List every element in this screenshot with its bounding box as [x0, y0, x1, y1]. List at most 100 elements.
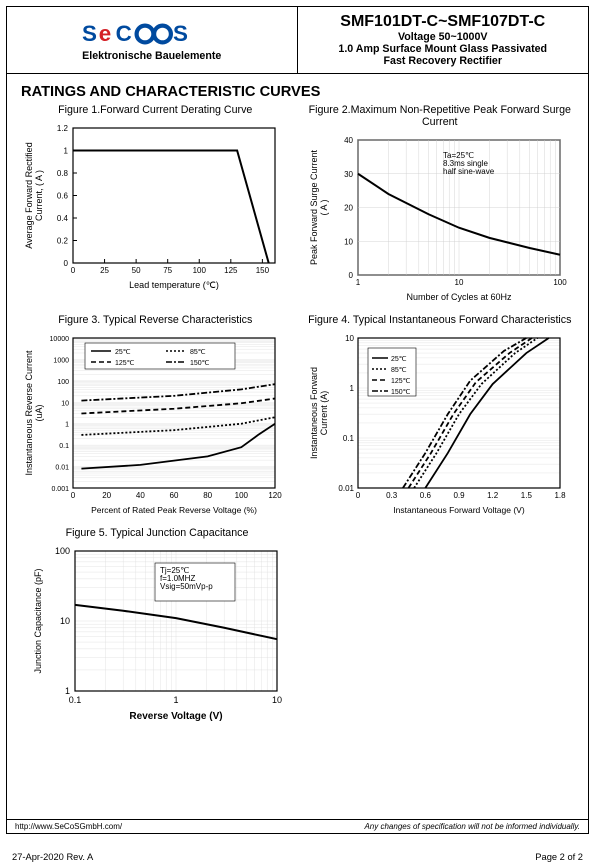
- svg-text:Ta=25℃8.3ms singlehalf sine-wa: Ta=25℃8.3ms singlehalf sine-wave: [443, 151, 495, 176]
- svg-text:1.5: 1.5: [521, 491, 533, 500]
- svg-text:0: 0: [64, 259, 69, 268]
- svg-text:Number of Cycles at 60Hz: Number of Cycles at 60Hz: [406, 292, 512, 302]
- figure-5: Figure 5. Typical Junction Capacitance 0…: [17, 527, 297, 726]
- subtitle-3: Fast Recovery Rectifier: [304, 55, 583, 67]
- svg-text:120: 120: [269, 491, 283, 500]
- fig3-chart: 0 20 40 60 80 100 120 0.001 0.01 0.1 1 10 100 1000 100…: [25, 328, 285, 523]
- svg-text:0.001: 0.001: [52, 486, 70, 493]
- svg-text:0.8: 0.8: [57, 169, 69, 178]
- svg-text:100: 100: [235, 491, 249, 500]
- svg-text:0: 0: [348, 271, 353, 280]
- svg-text:25: 25: [100, 266, 109, 275]
- svg-text:C: C: [115, 21, 131, 46]
- svg-text:125℃: 125℃: [115, 360, 135, 367]
- fig1-title: Figure 1.Forward Current Derating Curve: [17, 104, 294, 116]
- svg-text:30: 30: [344, 170, 353, 179]
- svg-text:40: 40: [344, 136, 353, 145]
- logo-cell: S e C S Elektronische Bauelemente: [7, 7, 298, 73]
- svg-text:150: 150: [256, 266, 270, 275]
- fig5-chart: 0.1110110100Tj=25℃f=1.0MHZVsig=50mVp-pRe…: [27, 541, 287, 726]
- subtitle-2: 1.0 Amp Surface Mount Glass Passivated: [304, 43, 583, 55]
- svg-text:125℃: 125℃: [391, 378, 411, 385]
- footer: http://www.SeCoSGmbH.com/ Any changes of…: [7, 819, 588, 833]
- svg-text:0.01: 0.01: [338, 484, 354, 493]
- svg-text:Peak Forward Surge Current( A: Peak Forward Surge Current( A ): [310, 149, 329, 265]
- svg-text:S: S: [173, 21, 188, 46]
- svg-text:60: 60: [170, 491, 179, 500]
- footer-note: Any changes of specification will not be…: [364, 822, 580, 831]
- svg-text:80: 80: [203, 491, 212, 500]
- svg-text:Lead temperature (℃): Lead temperature (℃): [129, 280, 219, 290]
- fig1-chart: 025507510012515000.20.40.60.811.2Lead te…: [25, 118, 285, 298]
- svg-text:1.2: 1.2: [487, 491, 499, 500]
- header: S e C S Elektronische Bauelemente SMF101…: [7, 7, 588, 74]
- svg-text:20: 20: [344, 204, 353, 213]
- svg-text:20: 20: [102, 491, 111, 500]
- company-subtitle: Elektronische Bauelemente: [82, 50, 221, 62]
- svg-text:0.2: 0.2: [57, 237, 69, 246]
- svg-text:1: 1: [173, 695, 178, 705]
- svg-text:0.1: 0.1: [343, 434, 355, 443]
- svg-text:125: 125: [224, 266, 238, 275]
- charts-area: Figure 1.Forward Current Derating Curve …: [7, 104, 588, 726]
- part-number: SMF101DT-C~SMF107DT-C: [304, 13, 583, 31]
- svg-text:0.6: 0.6: [420, 491, 432, 500]
- svg-text:Reverse Voltage (V): Reverse Voltage (V): [129, 711, 222, 722]
- revision: 27-Apr-2020 Rev. A: [12, 852, 93, 862]
- svg-text:0.6: 0.6: [57, 192, 69, 201]
- svg-text:50: 50: [132, 266, 141, 275]
- svg-text:e: e: [99, 21, 111, 46]
- svg-text:1: 1: [64, 147, 69, 156]
- figure-1: Figure 1.Forward Current Derating Curve …: [17, 104, 294, 310]
- svg-text:0.9: 0.9: [453, 491, 465, 500]
- svg-text:10: 10: [454, 278, 463, 287]
- svg-text:10000: 10000: [50, 336, 70, 343]
- svg-text:1000: 1000: [54, 357, 70, 364]
- svg-text:100: 100: [553, 278, 567, 287]
- svg-text:10: 10: [344, 237, 353, 246]
- svg-text:10: 10: [272, 695, 282, 705]
- svg-text:75: 75: [163, 266, 172, 275]
- subtitle-1: Voltage 50~1000V: [304, 31, 583, 43]
- svg-text:25℃: 25℃: [115, 349, 131, 356]
- svg-text:Instantaneous ForwardCurrent (: Instantaneous ForwardCurrent (A): [310, 367, 329, 459]
- svg-text:10: 10: [61, 400, 69, 407]
- svg-text:1: 1: [65, 422, 69, 429]
- svg-text:S: S: [82, 21, 97, 46]
- svg-text:Instantaneous Forward Voltage: Instantaneous Forward Voltage (V): [393, 505, 525, 515]
- fig3-title: Figure 3. Typical Reverse Characteristic…: [17, 314, 294, 326]
- svg-text:10: 10: [60, 616, 70, 626]
- svg-text:1: 1: [349, 384, 354, 393]
- svg-text:1: 1: [65, 686, 70, 696]
- svg-text:Average Forward RectifiedCurre: Average Forward RectifiedCurrent, ( A ): [25, 142, 44, 248]
- svg-text:100: 100: [193, 266, 207, 275]
- svg-text:100: 100: [58, 379, 70, 386]
- svg-text:0.1: 0.1: [60, 443, 70, 450]
- svg-text:1.8: 1.8: [554, 491, 566, 500]
- svg-text:85℃: 85℃: [391, 367, 407, 374]
- fig2-title: Figure 2.Maximum Non-Repetitive Peak For…: [302, 104, 579, 128]
- svg-text:0.4: 0.4: [57, 214, 69, 223]
- svg-text:Percent of Rated Peak Reverse: Percent of Rated Peak Reverse Voltage (%…: [91, 505, 257, 515]
- svg-text:0.01: 0.01: [56, 465, 70, 472]
- svg-text:Instantaneous Reverse Current(: Instantaneous Reverse Current(uA): [25, 350, 44, 476]
- figure-2: Figure 2.Maximum Non-Repetitive Peak For…: [302, 104, 579, 310]
- title-cell: SMF101DT-C~SMF107DT-C Voltage 50~1000V 1…: [298, 7, 589, 73]
- svg-text:0: 0: [356, 491, 361, 500]
- svg-text:150℃: 150℃: [190, 360, 210, 367]
- svg-text:1: 1: [356, 278, 361, 287]
- figure-3: Figure 3. Typical Reverse Characteristic…: [17, 314, 294, 523]
- company-logo: S e C S: [82, 18, 222, 50]
- svg-text:0.3: 0.3: [386, 491, 398, 500]
- svg-text:0: 0: [71, 491, 76, 500]
- fig4-title: Figure 4. Typical Instantaneous Forward …: [302, 314, 579, 326]
- svg-text:1.2: 1.2: [57, 124, 69, 133]
- svg-text:40: 40: [136, 491, 145, 500]
- fig4-chart: 00.30.60.91.21.51.80.010.111025℃85℃125℃1…: [310, 328, 570, 523]
- svg-text:100: 100: [55, 546, 70, 556]
- svg-text:10: 10: [345, 334, 354, 343]
- svg-text:150℃: 150℃: [391, 389, 411, 396]
- svg-text:0.1: 0.1: [69, 695, 82, 705]
- figure-4: Figure 4. Typical Instantaneous Forward …: [302, 314, 579, 523]
- page-number: Page 2 of 2: [535, 852, 583, 862]
